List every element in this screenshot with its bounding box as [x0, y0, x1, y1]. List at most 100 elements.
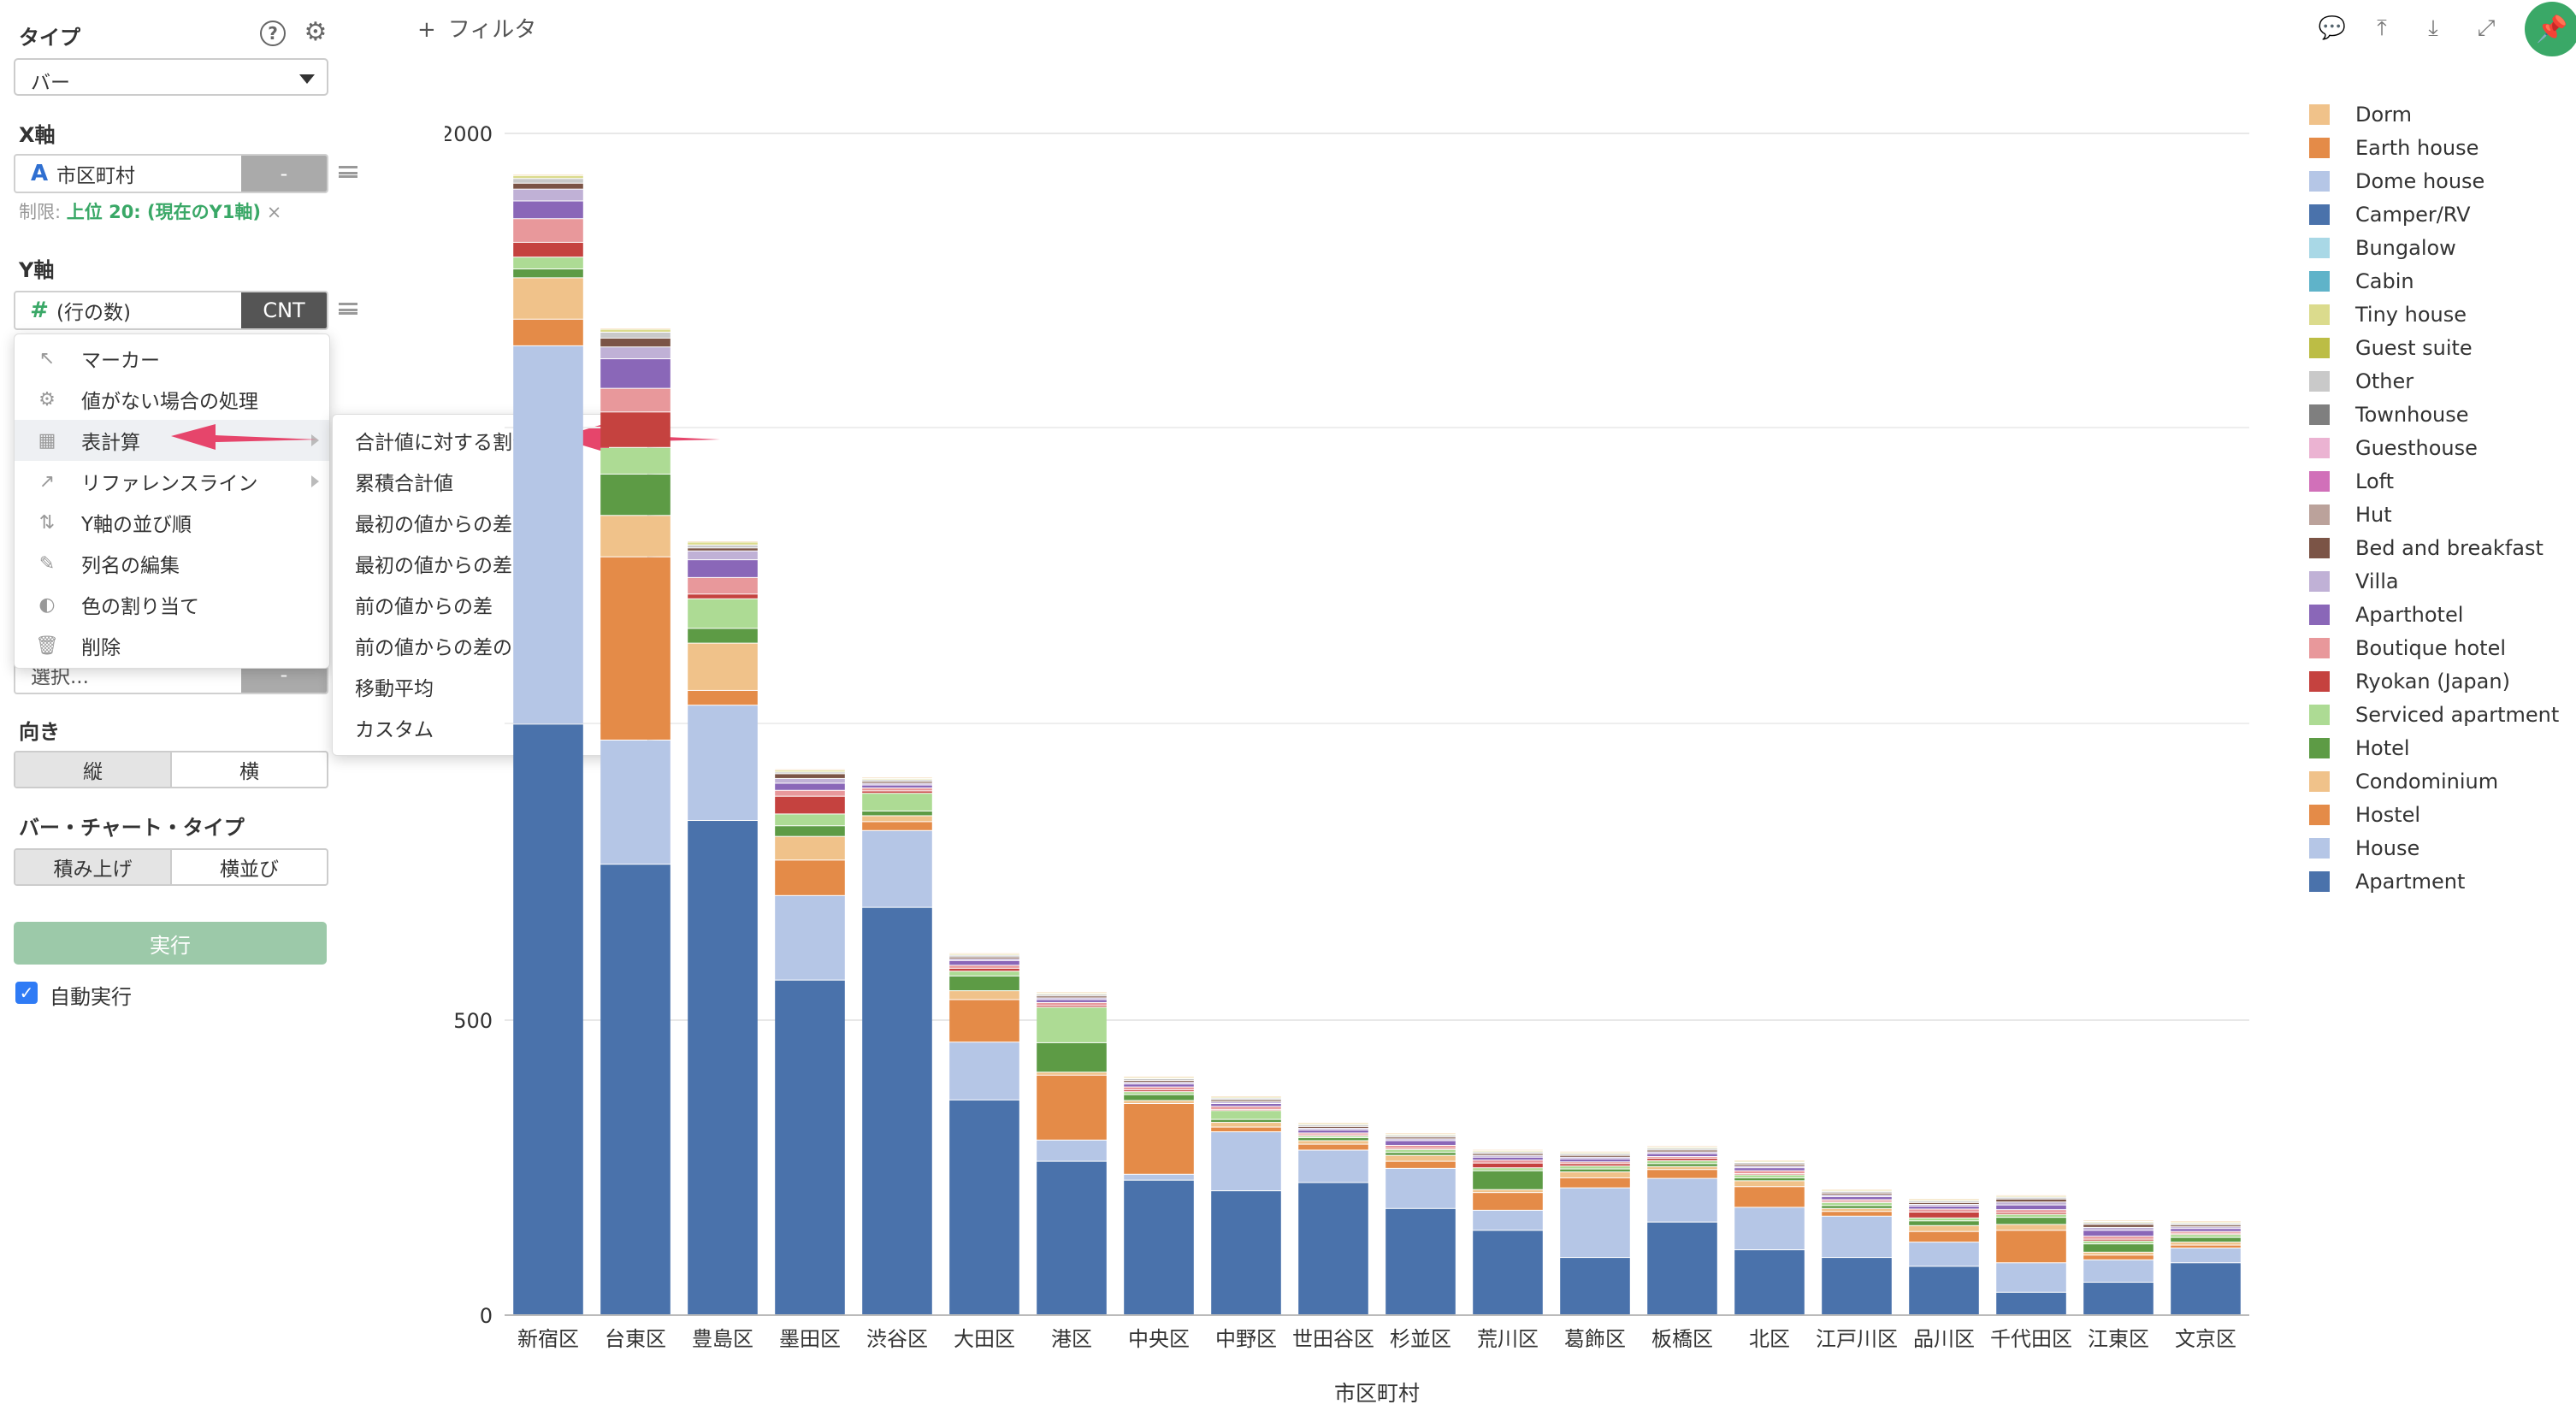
- bar-segment: [513, 269, 583, 278]
- x-tick-label: 品川区: [1913, 1327, 1975, 1351]
- legend-item[interactable]: Boutique hotel: [2309, 631, 2506, 664]
- trash-icon: 🗑: [35, 634, 59, 657]
- menu-item-missing-values[interactable]: ⚙ 値がない場合の処理: [15, 379, 329, 420]
- bar-segment: [775, 796, 845, 814]
- x-axis-field[interactable]: A 市区町村 -: [14, 154, 328, 193]
- bar-segment: [1385, 1139, 1456, 1141]
- bar-segment: [862, 907, 932, 1314]
- bar-segment: [513, 278, 583, 319]
- download-icon[interactable]: ⤓: [2428, 15, 2438, 41]
- bar-segment: [1211, 1098, 1281, 1100]
- legend-item[interactable]: Villa: [2309, 564, 2399, 598]
- bar-segment: [1822, 1195, 1892, 1196]
- menu-item-y-sort[interactable]: ⇅ Y軸の並び順: [15, 502, 329, 543]
- legend-item[interactable]: Guest suite: [2309, 331, 2473, 364]
- bar-type-side-by-side-option[interactable]: 横並び: [220, 859, 279, 881]
- filter-button[interactable]: + フィルタ: [417, 12, 536, 44]
- x-axis-title: 市区町村: [1334, 1381, 1420, 1406]
- bar-segment: [1822, 1202, 1892, 1206]
- bar-segment: [949, 991, 1019, 1000]
- caret-down-icon: [299, 74, 315, 84]
- bar-segment: [1560, 1188, 1630, 1258]
- auto-run-checkbox[interactable]: ✓: [15, 982, 38, 1004]
- bar-segment: [1037, 998, 1107, 1000]
- submenu-item-custom[interactable]: カスタム: [355, 719, 434, 741]
- y-axis-agg-button[interactable]: CNT: [241, 292, 327, 328]
- pin-icon[interactable]: 📌: [2525, 2, 2576, 56]
- orientation-vertical-option[interactable]: 縦: [15, 752, 172, 787]
- legend-label: Dome house: [2355, 168, 2485, 193]
- submenu-item-percent-of-total[interactable]: 合計値に対する割合: [355, 432, 532, 454]
- legend-item[interactable]: Ryokan (Japan): [2309, 664, 2510, 698]
- legend-item[interactable]: Aparthotel: [2309, 598, 2463, 631]
- bar-segment: [949, 965, 1019, 968]
- legend-item[interactable]: Dorm: [2309, 97, 2412, 131]
- y-axis-field[interactable]: # (行の数) CNT: [14, 291, 328, 330]
- upload-icon[interactable]: ⤒: [2377, 15, 2387, 41]
- x-tick-label: 中央区: [1128, 1327, 1190, 1351]
- legend-item[interactable]: Hotel: [2309, 731, 2410, 764]
- legend-item[interactable]: Condominium: [2309, 764, 2498, 798]
- legend-item[interactable]: Other: [2309, 364, 2414, 398]
- menu-item-marker[interactable]: ↖ マーカー: [15, 338, 329, 379]
- submenu-item-diff-from-prev[interactable]: 前の値からの差: [355, 596, 493, 618]
- menu-item-delete[interactable]: 🗑 削除: [35, 634, 121, 660]
- bar-segment: [1298, 1130, 1368, 1133]
- bar-segment: [1647, 1170, 1717, 1178]
- legend-item[interactable]: Camper/RV: [2309, 198, 2471, 231]
- submenu-item-running-total[interactable]: 累積合計値: [355, 473, 453, 495]
- run-button[interactable]: 実行: [14, 922, 327, 965]
- menu-item-table-calc[interactable]: ▦ 表計算: [15, 420, 329, 461]
- bar-segment: [688, 594, 758, 599]
- menu-item-rename[interactable]: ✎ 列名の編集: [15, 543, 329, 584]
- y-axis-menu-icon[interactable]: [339, 303, 357, 315]
- legend-item[interactable]: Tiny house: [2309, 298, 2467, 331]
- legend-item[interactable]: Hut: [2309, 498, 2392, 531]
- legend-swatch: [2309, 704, 2330, 725]
- help-icon[interactable]: ?: [260, 21, 286, 46]
- bar-segment: [688, 542, 758, 545]
- comment-icon[interactable]: 💬: [2318, 15, 2347, 41]
- y-axis-context-menu: ↖ マーカー ⚙ 値がない場合の処理 ▦ 表計算 ↗ リファレンスライン ⇅ Y軸の並び順…: [14, 333, 330, 669]
- y-axis-field-name: (行の数): [56, 302, 131, 324]
- menu-item-reference-line[interactable]: ↗ リファレンスライン: [15, 461, 329, 502]
- bar-segment: [1909, 1202, 1979, 1204]
- orientation-horizontal-option[interactable]: 横: [239, 761, 259, 783]
- bar-segment: [1996, 1197, 2066, 1199]
- submenu-item-diff-from-first[interactable]: 最初の値からの差: [355, 514, 512, 536]
- legend-item[interactable]: Cabin: [2309, 264, 2414, 298]
- x-tick-label: 大田区: [954, 1327, 1015, 1351]
- bar-segment: [1211, 1132, 1281, 1191]
- x-tick-label: 板橋区: [1651, 1327, 1713, 1351]
- expand-icon[interactable]: ⤢: [2477, 15, 2496, 41]
- legend-item[interactable]: Bungalow: [2309, 231, 2456, 264]
- legend-item[interactable]: Hostel: [2309, 798, 2420, 831]
- menu-item-color-assign[interactable]: ◐ 色の割り当て: [15, 584, 329, 625]
- legend-item[interactable]: Loft: [2309, 464, 2394, 498]
- bar-segment: [2171, 1248, 2241, 1263]
- chart-type-select[interactable]: バー: [14, 58, 328, 96]
- x-axis-menu-icon[interactable]: [339, 166, 357, 178]
- gear-icon[interactable]: ⚙: [304, 16, 328, 47]
- bar-segment: [1385, 1153, 1456, 1155]
- legend-item[interactable]: Townhouse: [2309, 398, 2468, 431]
- legend-item[interactable]: Dome house: [2309, 164, 2484, 198]
- legend-item[interactable]: Earth house: [2309, 131, 2479, 164]
- bar-segment: [600, 447, 671, 474]
- bar-segment: [2083, 1244, 2154, 1252]
- legend-item[interactable]: Guesthouse: [2309, 431, 2478, 464]
- limit-close-icon[interactable]: ×: [266, 202, 282, 222]
- legend-item[interactable]: Bed and breakfast: [2309, 531, 2544, 564]
- legend-item[interactable]: House: [2309, 831, 2419, 864]
- submenu-item-moving-average[interactable]: 移動平均: [355, 678, 434, 700]
- legend-item[interactable]: Serviced apartment: [2309, 698, 2559, 731]
- bar-type-toggle: 積み上げ 横並び: [14, 848, 328, 886]
- bar-segment: [513, 175, 583, 179]
- bar-segment: [1647, 1154, 1717, 1157]
- limit-value[interactable]: 上位 20: (現在のY1軸): [66, 202, 262, 222]
- legend-item[interactable]: Apartment: [2309, 864, 2465, 898]
- x-axis-agg-button[interactable]: -: [241, 156, 327, 192]
- legend-label: Other: [2355, 369, 2414, 393]
- bar-segment: [862, 783, 932, 785]
- bar-type-stacked-option[interactable]: 積み上げ: [15, 850, 172, 884]
